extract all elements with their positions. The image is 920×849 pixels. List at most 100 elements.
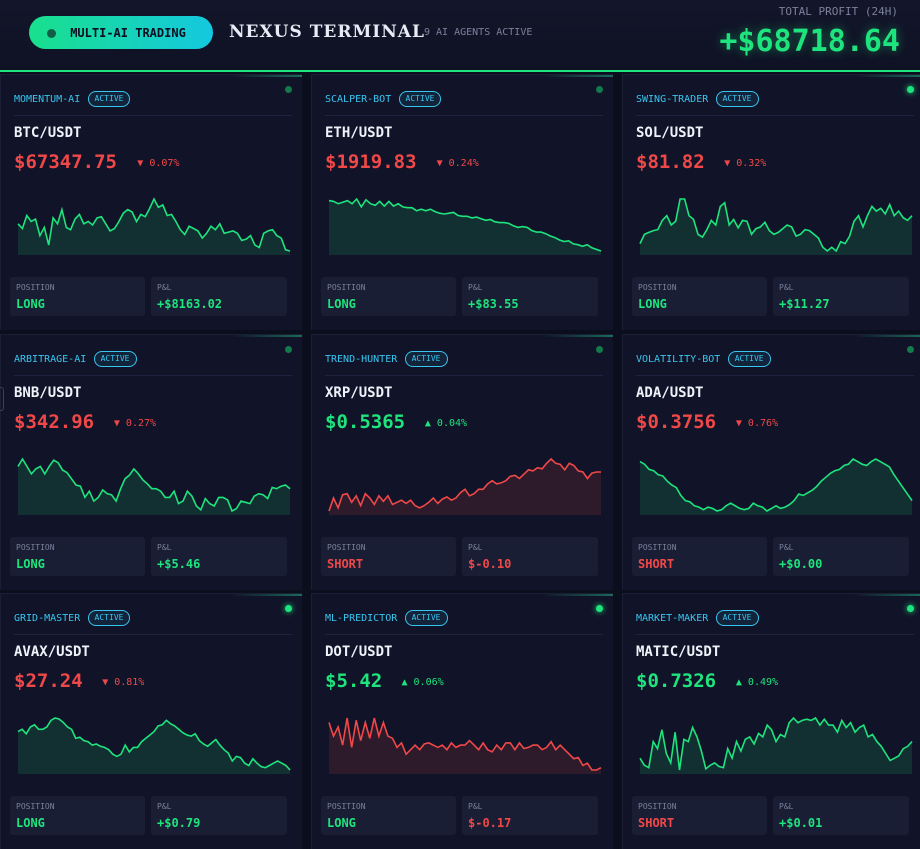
agent-card[interactable]: VOLATILITY-BOT ACTIVE ADA/USDT $0.3756 ▼ 0.7… [622, 334, 920, 590]
trading-pair: BTC/USDT [14, 125, 82, 141]
sparkline-area [18, 199, 290, 255]
live-status-dot-icon [285, 605, 292, 612]
pnl-value: $-0.17 [468, 816, 512, 830]
live-status-dot-icon [285, 346, 292, 353]
price-sparkline-chart [328, 457, 601, 515]
position-value: LONG [16, 297, 45, 311]
price-sparkline-chart [639, 457, 913, 515]
current-price: $0.5365 [325, 411, 406, 433]
position-box: POSITION LONG [10, 796, 145, 835]
position-box: POSITION LONG [321, 796, 456, 835]
position-label: POSITION [16, 543, 55, 552]
divider [14, 115, 292, 116]
agent-name: TREND-HUNTER [325, 354, 398, 365]
agent-card[interactable]: SWING-TRADER ACTIVE SOL/USDT $81.82 ▼ 0.32% P… [622, 74, 920, 330]
badge-label: MULTI-AI TRADING [70, 25, 186, 40]
live-status-dot-icon [596, 86, 603, 93]
pnl-box: P&L +$0.79 [151, 796, 287, 835]
sparkline-area [329, 459, 601, 515]
active-badge: ACTIVE [398, 91, 442, 107]
pnl-box: P&L $-0.10 [462, 537, 598, 576]
sparkline-line [639, 716, 913, 771]
price-sparkline-chart [639, 716, 913, 774]
price-sparkline-chart [639, 198, 913, 255]
position-value: SHORT [327, 557, 364, 571]
position-label: POSITION [16, 283, 55, 292]
divider [14, 634, 292, 635]
position-label: POSITION [638, 543, 677, 552]
sparkline-area [329, 718, 601, 774]
position-box: POSITION LONG [321, 277, 456, 316]
live-status-dot-icon [907, 86, 914, 93]
position-box: POSITION SHORT [632, 796, 767, 835]
price-change: ▼ 0.76% [735, 418, 779, 429]
side-panel-handle[interactable] [0, 387, 4, 411]
price-change: ▼ 0.24% [436, 158, 479, 169]
trading-pair: MATIC/USDT [636, 644, 721, 660]
agent-card[interactable]: GRID-MASTER ACTIVE AVAX/USDT $27.24 ▼ 0.81% P… [0, 593, 302, 849]
pnl-value: +$8163.02 [157, 297, 223, 311]
agent-name: MOMENTUM-AI [14, 94, 81, 105]
position-value: LONG [638, 297, 667, 311]
sparkline-line [17, 197, 291, 252]
agent-card[interactable]: ARBITRAGE-AI ACTIVE BNB/USDT $342.96 ▼ 0.27%… [0, 334, 302, 590]
current-price: $81.82 [636, 151, 705, 173]
pnl-label: P&L [779, 802, 794, 811]
pnl-label: P&L [779, 543, 794, 552]
position-box: POSITION LONG [10, 277, 145, 316]
pnl-label: P&L [468, 802, 483, 811]
divider [14, 375, 292, 376]
total-profit-label: TOTAL PROFIT (24H) [778, 5, 898, 18]
pnl-value: +$0.79 [157, 816, 201, 830]
active-badge: ACTIVE [727, 351, 771, 367]
position-value: LONG [327, 297, 356, 311]
pnl-box: P&L +$11.27 [773, 277, 909, 316]
pnl-value: +$11.27 [779, 297, 830, 311]
position-box: POSITION LONG [10, 537, 145, 576]
status-dot-icon [47, 29, 56, 38]
sparkline-line [17, 717, 291, 771]
position-box: POSITION SHORT [632, 537, 767, 576]
pnl-label: P&L [157, 802, 172, 811]
current-price: $342.96 [14, 411, 95, 433]
active-badge: ACTIVE [87, 610, 131, 626]
multi-ai-trading-badge[interactable]: MULTI-AI TRADING [29, 16, 213, 49]
agent-card[interactable]: ML-PREDICTOR ACTIVE DOT/USDT $5.42 ▲ 0.06% PO… [311, 593, 613, 849]
position-label: POSITION [16, 802, 55, 811]
divider [636, 634, 914, 635]
current-price: $67347.75 [14, 151, 117, 173]
position-label: POSITION [327, 283, 366, 292]
agent-card[interactable]: MOMENTUM-AI ACTIVE BTC/USDT $67347.75 ▼ 0.07… [0, 74, 302, 330]
price-sparkline-chart [17, 197, 291, 255]
active-badge: ACTIVE [93, 351, 137, 367]
position-label: POSITION [638, 283, 677, 292]
current-price: $5.42 [325, 670, 383, 692]
sparkline-area [18, 718, 290, 774]
current-price: $1919.83 [325, 151, 417, 173]
sparkline-line [328, 197, 602, 252]
live-status-dot-icon [285, 86, 292, 93]
agent-card[interactable]: SCALPER-BOT ACTIVE ETH/USDT $1919.83 ▼ 0.24%… [311, 74, 613, 330]
pnl-value: +$5.46 [157, 557, 201, 571]
sparkline-line [17, 457, 291, 513]
current-price: $0.7326 [636, 670, 717, 692]
sparkline-line [328, 717, 602, 771]
agent-name: ARBITRAGE-AI [14, 354, 87, 365]
price-change: ▼ 0.07% [137, 158, 180, 169]
sparkline-area [640, 459, 912, 515]
agent-card[interactable]: MARKET-MAKER ACTIVE MATIC/USDT $0.7326 ▲ 0.4… [622, 593, 920, 849]
agent-name: ML-PREDICTOR [325, 613, 398, 624]
total-profit-value: +$68718.64 [719, 24, 900, 59]
position-value: LONG [16, 557, 45, 571]
pnl-box: P&L +$5.46 [151, 537, 287, 576]
price-sparkline-chart [328, 717, 602, 774]
sparkline-area [329, 199, 601, 255]
pnl-box: P&L $-0.17 [462, 796, 598, 835]
current-price: $27.24 [14, 670, 83, 692]
pnl-box: P&L +$0.00 [773, 537, 909, 576]
trading-pair: ADA/USDT [636, 385, 704, 401]
trading-pair: SOL/USDT [636, 125, 704, 141]
agent-card[interactable]: TREND-HUNTER ACTIVE XRP/USDT $0.5365 ▲ 0.04%… [311, 334, 613, 590]
price-change: ▼ 0.32% [724, 158, 767, 169]
pnl-box: P&L +$8163.02 [151, 277, 287, 316]
